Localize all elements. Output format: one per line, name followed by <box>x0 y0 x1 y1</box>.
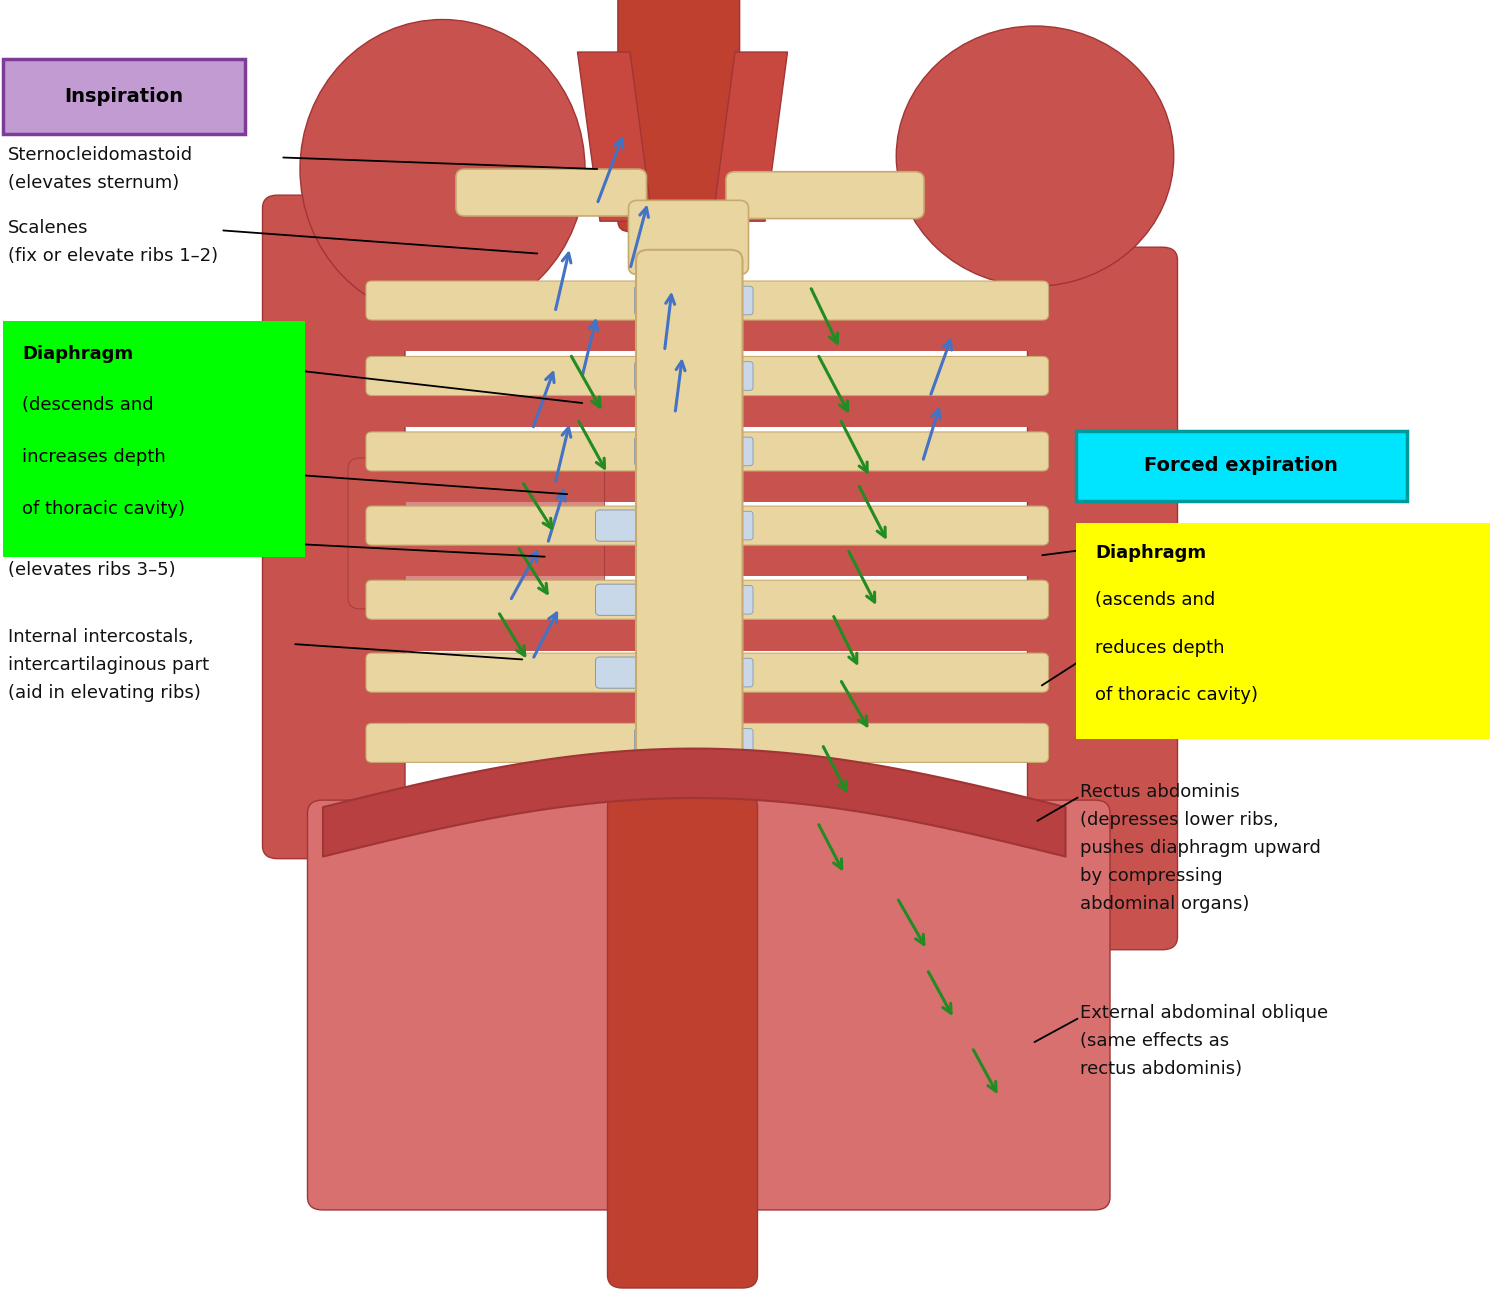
Text: (elevates ribs 3–5): (elevates ribs 3–5) <box>8 562 176 579</box>
Text: (elevate ribs 2–12,: (elevate ribs 2–12, <box>8 382 176 399</box>
FancyBboxPatch shape <box>368 458 652 502</box>
FancyBboxPatch shape <box>735 307 1042 351</box>
Text: abdominal organs): abdominal organs) <box>1080 895 1250 913</box>
FancyBboxPatch shape <box>729 432 1048 471</box>
FancyBboxPatch shape <box>729 580 1048 619</box>
FancyBboxPatch shape <box>726 172 924 219</box>
Text: intercartilaginous part: intercartilaginous part <box>8 657 208 674</box>
FancyBboxPatch shape <box>729 506 1048 545</box>
Text: rectus abdominis): rectus abdominis) <box>1080 1060 1242 1079</box>
FancyBboxPatch shape <box>634 362 656 390</box>
FancyBboxPatch shape <box>732 437 753 466</box>
Text: (descends and: (descends and <box>22 397 154 415</box>
FancyBboxPatch shape <box>368 679 652 723</box>
FancyBboxPatch shape <box>732 585 753 614</box>
Text: increases depth: increases depth <box>22 449 166 466</box>
Text: (depress ribs 1–11,: (depress ribs 1–11, <box>1080 579 1252 597</box>
FancyBboxPatch shape <box>3 59 244 134</box>
FancyBboxPatch shape <box>366 506 656 545</box>
FancyBboxPatch shape <box>729 281 1048 320</box>
Text: Pectoralis minor (cut): Pectoralis minor (cut) <box>8 533 201 552</box>
FancyBboxPatch shape <box>1076 523 1490 739</box>
FancyBboxPatch shape <box>636 250 742 765</box>
FancyBboxPatch shape <box>348 458 604 609</box>
FancyBboxPatch shape <box>735 606 1042 650</box>
FancyBboxPatch shape <box>1028 247 1178 950</box>
FancyBboxPatch shape <box>366 653 656 692</box>
Text: Rectus abdominis: Rectus abdominis <box>1080 783 1239 801</box>
FancyBboxPatch shape <box>366 281 656 320</box>
Text: by compressing: by compressing <box>1080 868 1222 885</box>
FancyBboxPatch shape <box>308 800 638 1210</box>
FancyBboxPatch shape <box>634 437 656 466</box>
FancyBboxPatch shape <box>634 286 656 315</box>
FancyBboxPatch shape <box>634 585 656 614</box>
FancyBboxPatch shape <box>262 195 405 859</box>
Text: Diaphragm: Diaphragm <box>1095 544 1206 562</box>
Ellipse shape <box>300 20 585 319</box>
FancyBboxPatch shape <box>366 356 656 396</box>
FancyBboxPatch shape <box>732 729 753 757</box>
Text: Forced expiration: Forced expiration <box>1144 457 1338 475</box>
FancyBboxPatch shape <box>3 321 304 557</box>
FancyBboxPatch shape <box>368 532 652 576</box>
FancyBboxPatch shape <box>368 606 652 650</box>
Text: Internal intercostals,: Internal intercostals, <box>8 628 194 647</box>
FancyBboxPatch shape <box>735 458 1042 502</box>
FancyBboxPatch shape <box>735 679 1042 723</box>
FancyBboxPatch shape <box>729 723 1048 762</box>
Text: Inspiration: Inspiration <box>64 87 183 105</box>
Text: narrow thoracic cavity): narrow thoracic cavity) <box>1080 608 1288 624</box>
FancyBboxPatch shape <box>732 658 753 687</box>
FancyBboxPatch shape <box>1076 431 1407 501</box>
FancyBboxPatch shape <box>634 511 656 540</box>
Text: interosseous part: interosseous part <box>1080 552 1258 569</box>
FancyBboxPatch shape <box>596 657 662 688</box>
FancyBboxPatch shape <box>368 382 652 427</box>
Text: (depresses lower ribs,: (depresses lower ribs, <box>1080 812 1278 829</box>
Text: (aid in elevating ribs): (aid in elevating ribs) <box>8 684 201 703</box>
Text: of thoracic cavity): of thoracic cavity) <box>1095 686 1258 704</box>
Polygon shape <box>712 52 788 221</box>
FancyBboxPatch shape <box>732 362 753 390</box>
Text: widen thoracic cavity): widen thoracic cavity) <box>8 410 207 428</box>
Text: of thoracic cavity): of thoracic cavity) <box>22 500 186 518</box>
Text: reduces depth: reduces depth <box>1095 639 1224 657</box>
FancyBboxPatch shape <box>732 286 753 315</box>
FancyBboxPatch shape <box>366 432 656 471</box>
FancyBboxPatch shape <box>608 794 758 1288</box>
FancyBboxPatch shape <box>720 800 1110 1210</box>
Text: Internal intercostals,: Internal intercostals, <box>1080 523 1293 541</box>
FancyBboxPatch shape <box>456 169 646 216</box>
FancyBboxPatch shape <box>729 356 1048 396</box>
FancyBboxPatch shape <box>618 0 740 232</box>
Text: Scalenes: Scalenes <box>8 219 88 237</box>
FancyBboxPatch shape <box>596 584 662 615</box>
Text: (fix or elevate ribs 1–2): (fix or elevate ribs 1–2) <box>8 247 217 264</box>
FancyBboxPatch shape <box>735 532 1042 576</box>
FancyBboxPatch shape <box>368 307 652 351</box>
FancyBboxPatch shape <box>732 511 753 540</box>
Ellipse shape <box>897 26 1173 286</box>
Text: External abdominal oblique: External abdominal oblique <box>1080 1004 1328 1023</box>
Text: pushes diaphragm upward: pushes diaphragm upward <box>1080 839 1322 857</box>
Text: (same effects as: (same effects as <box>1080 1033 1228 1050</box>
FancyBboxPatch shape <box>735 382 1042 427</box>
Text: External intercostals: External intercostals <box>8 354 217 372</box>
FancyBboxPatch shape <box>729 653 1048 692</box>
FancyBboxPatch shape <box>634 658 656 687</box>
FancyBboxPatch shape <box>366 723 656 762</box>
Text: Sternocleidomastoid: Sternocleidomastoid <box>8 146 192 164</box>
FancyBboxPatch shape <box>634 729 656 757</box>
Polygon shape <box>578 52 652 221</box>
FancyBboxPatch shape <box>628 200 748 275</box>
FancyBboxPatch shape <box>596 510 662 541</box>
Text: Diaphragm: Diaphragm <box>22 345 134 363</box>
Text: (ascends and: (ascends and <box>1095 591 1215 609</box>
FancyBboxPatch shape <box>366 580 656 619</box>
Text: (elevates sternum): (elevates sternum) <box>8 174 178 191</box>
